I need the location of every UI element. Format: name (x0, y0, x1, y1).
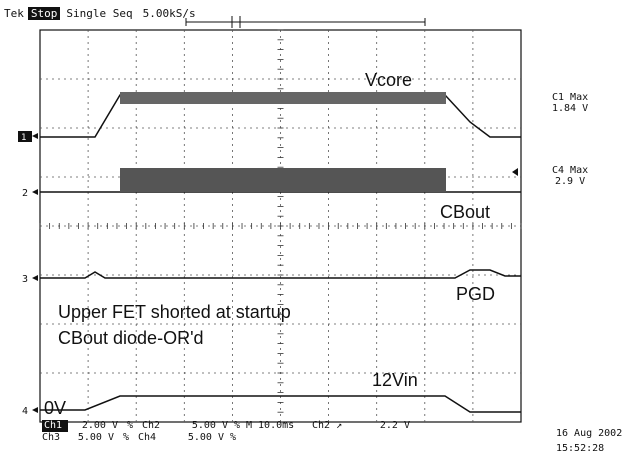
trigger-level-marker (512, 168, 518, 176)
trace-label-vcore: Vcore (365, 70, 413, 90)
trigger-position-marker (185, 16, 426, 28)
ch3-coupling-icon: % (122, 432, 130, 443)
measurement-value: 2.9 V (555, 176, 586, 187)
trace-label-cbout: CBout (440, 202, 491, 222)
ch1-coupling-icon: % (126, 420, 134, 431)
sample-rate: 5.00kS/s (142, 6, 196, 20)
brand-label: Tek (4, 6, 24, 20)
measurement-name: C4 Max (552, 165, 589, 176)
annotation-line-2: CBout diode-OR'd (58, 328, 204, 348)
trace-ch1-vcore (40, 92, 521, 138)
ch3-scale: 5.00 V (77, 432, 114, 443)
trace-ch3-pgd (40, 269, 521, 279)
run-state-badge: Stop (27, 6, 61, 20)
ch1-ground-marker: 1 (18, 131, 38, 143)
ch2-coupling-icon: % (233, 420, 241, 431)
measurement-c1-max: C1 Max 1.84 V (552, 92, 588, 114)
measurement-name: C1 Max (552, 92, 589, 103)
svg-text:2: 2 (22, 188, 28, 199)
trace-label-pgd: PGD (456, 284, 496, 304)
trace-label-12vin: 12Vin (372, 370, 418, 390)
ch3-label: Ch3 (42, 432, 61, 443)
ground-annotation: 0V (44, 398, 67, 418)
trigger-level: 2.2 V (379, 420, 410, 431)
trace-ch2-cbout (40, 168, 521, 193)
ch1-scale: 2.00 V (81, 420, 118, 431)
measurement-value: 1.84 V (552, 103, 589, 114)
ch2-scale: 5.00 V (191, 420, 228, 431)
trace-ch4-12vin (40, 395, 521, 413)
ch4-coupling-icon: % (229, 432, 237, 443)
timebase: M 10.0ms (246, 420, 295, 431)
trigger-source: Ch2 ↗ (312, 420, 343, 431)
acquisition-status-bar: Tek Stop Single Seq 5.00kS/s (4, 4, 196, 22)
capture-date: 16 Aug 2002 (556, 428, 623, 439)
ch2-label: Ch2 (142, 420, 161, 431)
capture-time: 15:52:28 (556, 443, 605, 454)
svg-text:3: 3 (22, 274, 28, 285)
ch1-label: Ch1 (42, 420, 68, 432)
svg-text:1: 1 (21, 133, 26, 143)
capture-timestamp: 16 Aug 2002 15:52:28 (556, 426, 622, 456)
ch4-label: Ch4 (138, 432, 157, 443)
ch2-ground-marker: 2 (22, 188, 38, 199)
ch4-scale: 5.00 V (187, 432, 224, 443)
ch4-ground-marker: 4 (22, 406, 38, 417)
svg-text:4: 4 (22, 406, 28, 417)
ch3-ground-marker: 3 (22, 274, 38, 285)
measurement-c4-max: C4 Max 2.9 V (552, 165, 588, 187)
annotation-line-1: Upper FET shorted at startup (58, 302, 291, 322)
acquisition-mode: Single Seq (66, 6, 133, 20)
channel-settings-readout: Ch1 2.00 V % Ch2 5.00 V % M 10.0ms Ch2 ↗… (42, 420, 410, 444)
